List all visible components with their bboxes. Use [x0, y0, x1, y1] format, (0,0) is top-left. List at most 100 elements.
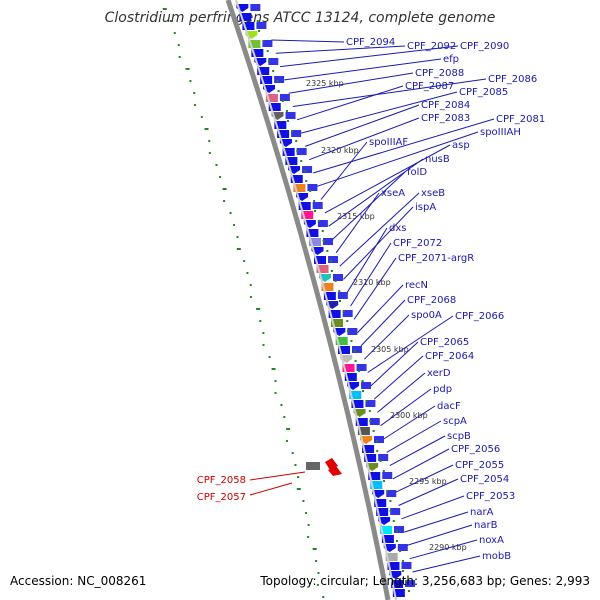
- gene-label[interactable]: dacF: [437, 401, 461, 412]
- gene-label[interactable]: CPF_2053: [466, 491, 515, 502]
- gene-label[interactable]: narB: [474, 520, 498, 531]
- gene-block[interactable]: [262, 40, 273, 47]
- gene-block[interactable]: [349, 391, 362, 399]
- gene-block[interactable]: [387, 562, 400, 570]
- gene-block[interactable]: [401, 562, 412, 569]
- gene-label[interactable]: xseB: [421, 188, 445, 199]
- gene-label[interactable]: CPF_2066: [455, 311, 504, 322]
- gene-block[interactable]: [344, 373, 357, 381]
- gene-block[interactable]: [291, 130, 302, 137]
- gene-label[interactable]: asp: [452, 140, 470, 151]
- gene-block[interactable]: [362, 445, 375, 453]
- gene-block[interactable]: [352, 346, 363, 353]
- gene-block[interactable]: [361, 382, 372, 389]
- gene-label[interactable]: CPF_2085: [459, 87, 508, 98]
- gene-label[interactable]: CPF_2071-argR: [398, 253, 474, 264]
- gene-block[interactable]: [322, 238, 333, 245]
- gene-label[interactable]: CPF_2065: [420, 337, 469, 348]
- gene-block[interactable]: [307, 184, 318, 191]
- gene-label[interactable]: spoIIIAH: [480, 127, 521, 138]
- gene-block[interactable]: [394, 526, 405, 533]
- gene-label[interactable]: CPF_2086: [488, 74, 537, 85]
- gene-block[interactable]: [321, 283, 334, 291]
- gene-label[interactable]: scpA: [443, 416, 467, 427]
- gene-label[interactable]: CPF_2084: [421, 100, 470, 111]
- gene-block[interactable]: [338, 346, 351, 354]
- gene-label[interactable]: spo0A: [411, 310, 442, 321]
- gene-label[interactable]: CPF_2090: [460, 41, 509, 52]
- gene-label-cpf-2058[interactable]: CPF_2058: [197, 475, 246, 486]
- gene-label[interactable]: efp: [443, 54, 459, 65]
- gene-label[interactable]: CPF_2083: [421, 113, 470, 124]
- gene-block[interactable]: [265, 94, 278, 102]
- gene-block[interactable]: [390, 508, 401, 515]
- gene-block[interactable]: [332, 274, 343, 281]
- gene-block[interactable]: [385, 553, 398, 561]
- gene-block[interactable]: [290, 175, 303, 183]
- gene-block[interactable]: [376, 508, 389, 516]
- gene-block[interactable]: [357, 427, 370, 435]
- gene-block[interactable]: [306, 229, 319, 237]
- gene-block[interactable]: [374, 499, 387, 507]
- gene-block[interactable]: [312, 202, 323, 209]
- gene-block[interactable]: [285, 112, 296, 119]
- gene-block[interactable]: [250, 4, 261, 11]
- gene-block[interactable]: [356, 364, 367, 371]
- gene-label[interactable]: xerD: [427, 368, 451, 379]
- gene-block[interactable]: [302, 166, 313, 173]
- gene-label[interactable]: dxs: [389, 223, 406, 234]
- gene-block[interactable]: [368, 472, 381, 480]
- gene-block[interactable]: [342, 310, 353, 317]
- gene-block[interactable]: [392, 589, 405, 597]
- gene-block[interactable]: [268, 103, 281, 111]
- gene-block[interactable]: [370, 481, 383, 489]
- gene-block[interactable]: [381, 535, 394, 543]
- gene-block[interactable]: [251, 49, 264, 57]
- gene-block[interactable]: [242, 22, 255, 30]
- gene-block[interactable]: [316, 265, 329, 273]
- gene-block[interactable]: [380, 526, 393, 534]
- gene-block[interactable]: [374, 436, 385, 443]
- gene-block[interactable]: [378, 454, 389, 461]
- gene-block[interactable]: [282, 148, 295, 156]
- gene-block[interactable]: [296, 148, 307, 155]
- gene-label[interactable]: xseA: [381, 188, 405, 199]
- gene-block[interactable]: [298, 202, 311, 210]
- gene-block[interactable]: [323, 292, 336, 300]
- gene-block[interactable]: [257, 67, 270, 75]
- gene-label-cpf-2057[interactable]: CPF_2057: [197, 492, 246, 503]
- gene-block[interactable]: [268, 58, 279, 65]
- gene-label[interactable]: mobB: [482, 551, 511, 562]
- gene-label[interactable]: recN: [405, 280, 428, 291]
- gene-block[interactable]: [239, 13, 252, 21]
- gene-label[interactable]: CPF_2064: [425, 351, 474, 362]
- gene-block[interactable]: [260, 76, 273, 84]
- gene-block[interactable]: [337, 292, 348, 299]
- gene-label[interactable]: folD: [407, 167, 427, 178]
- gene-label[interactable]: CPF_2068: [407, 295, 456, 306]
- gene-block[interactable]: [328, 310, 341, 318]
- gene-label[interactable]: CPF_2054: [460, 474, 509, 485]
- gene-block[interactable]: [274, 76, 285, 83]
- gene-label[interactable]: CPF_2072: [393, 238, 442, 249]
- gene-label[interactable]: ispA: [415, 202, 436, 213]
- gene-label[interactable]: spoIIIAF: [369, 137, 408, 148]
- gene-block[interactable]: [382, 472, 393, 479]
- gene-label[interactable]: CPF_2088: [415, 68, 464, 79]
- gene-block[interactable]: [277, 130, 290, 138]
- gene-block[interactable]: [386, 490, 397, 497]
- gene-label[interactable]: scpB: [447, 431, 471, 442]
- gene-block[interactable]: [364, 454, 377, 462]
- gene-block[interactable]: [347, 328, 358, 335]
- gene-block[interactable]: [351, 400, 364, 408]
- gene-block[interactable]: [342, 364, 355, 372]
- gene-block[interactable]: [285, 157, 298, 165]
- gene-block[interactable]: [397, 544, 408, 551]
- gene-block[interactable]: [248, 40, 261, 48]
- gene-block[interactable]: [391, 580, 404, 588]
- gene-block[interactable]: [335, 337, 348, 345]
- gene-block[interactable]: [256, 22, 267, 29]
- gene-block[interactable]: [369, 418, 380, 425]
- gene-label[interactable]: CPF_2092: [407, 41, 456, 52]
- gene-label[interactable]: CPF_2087: [405, 81, 454, 92]
